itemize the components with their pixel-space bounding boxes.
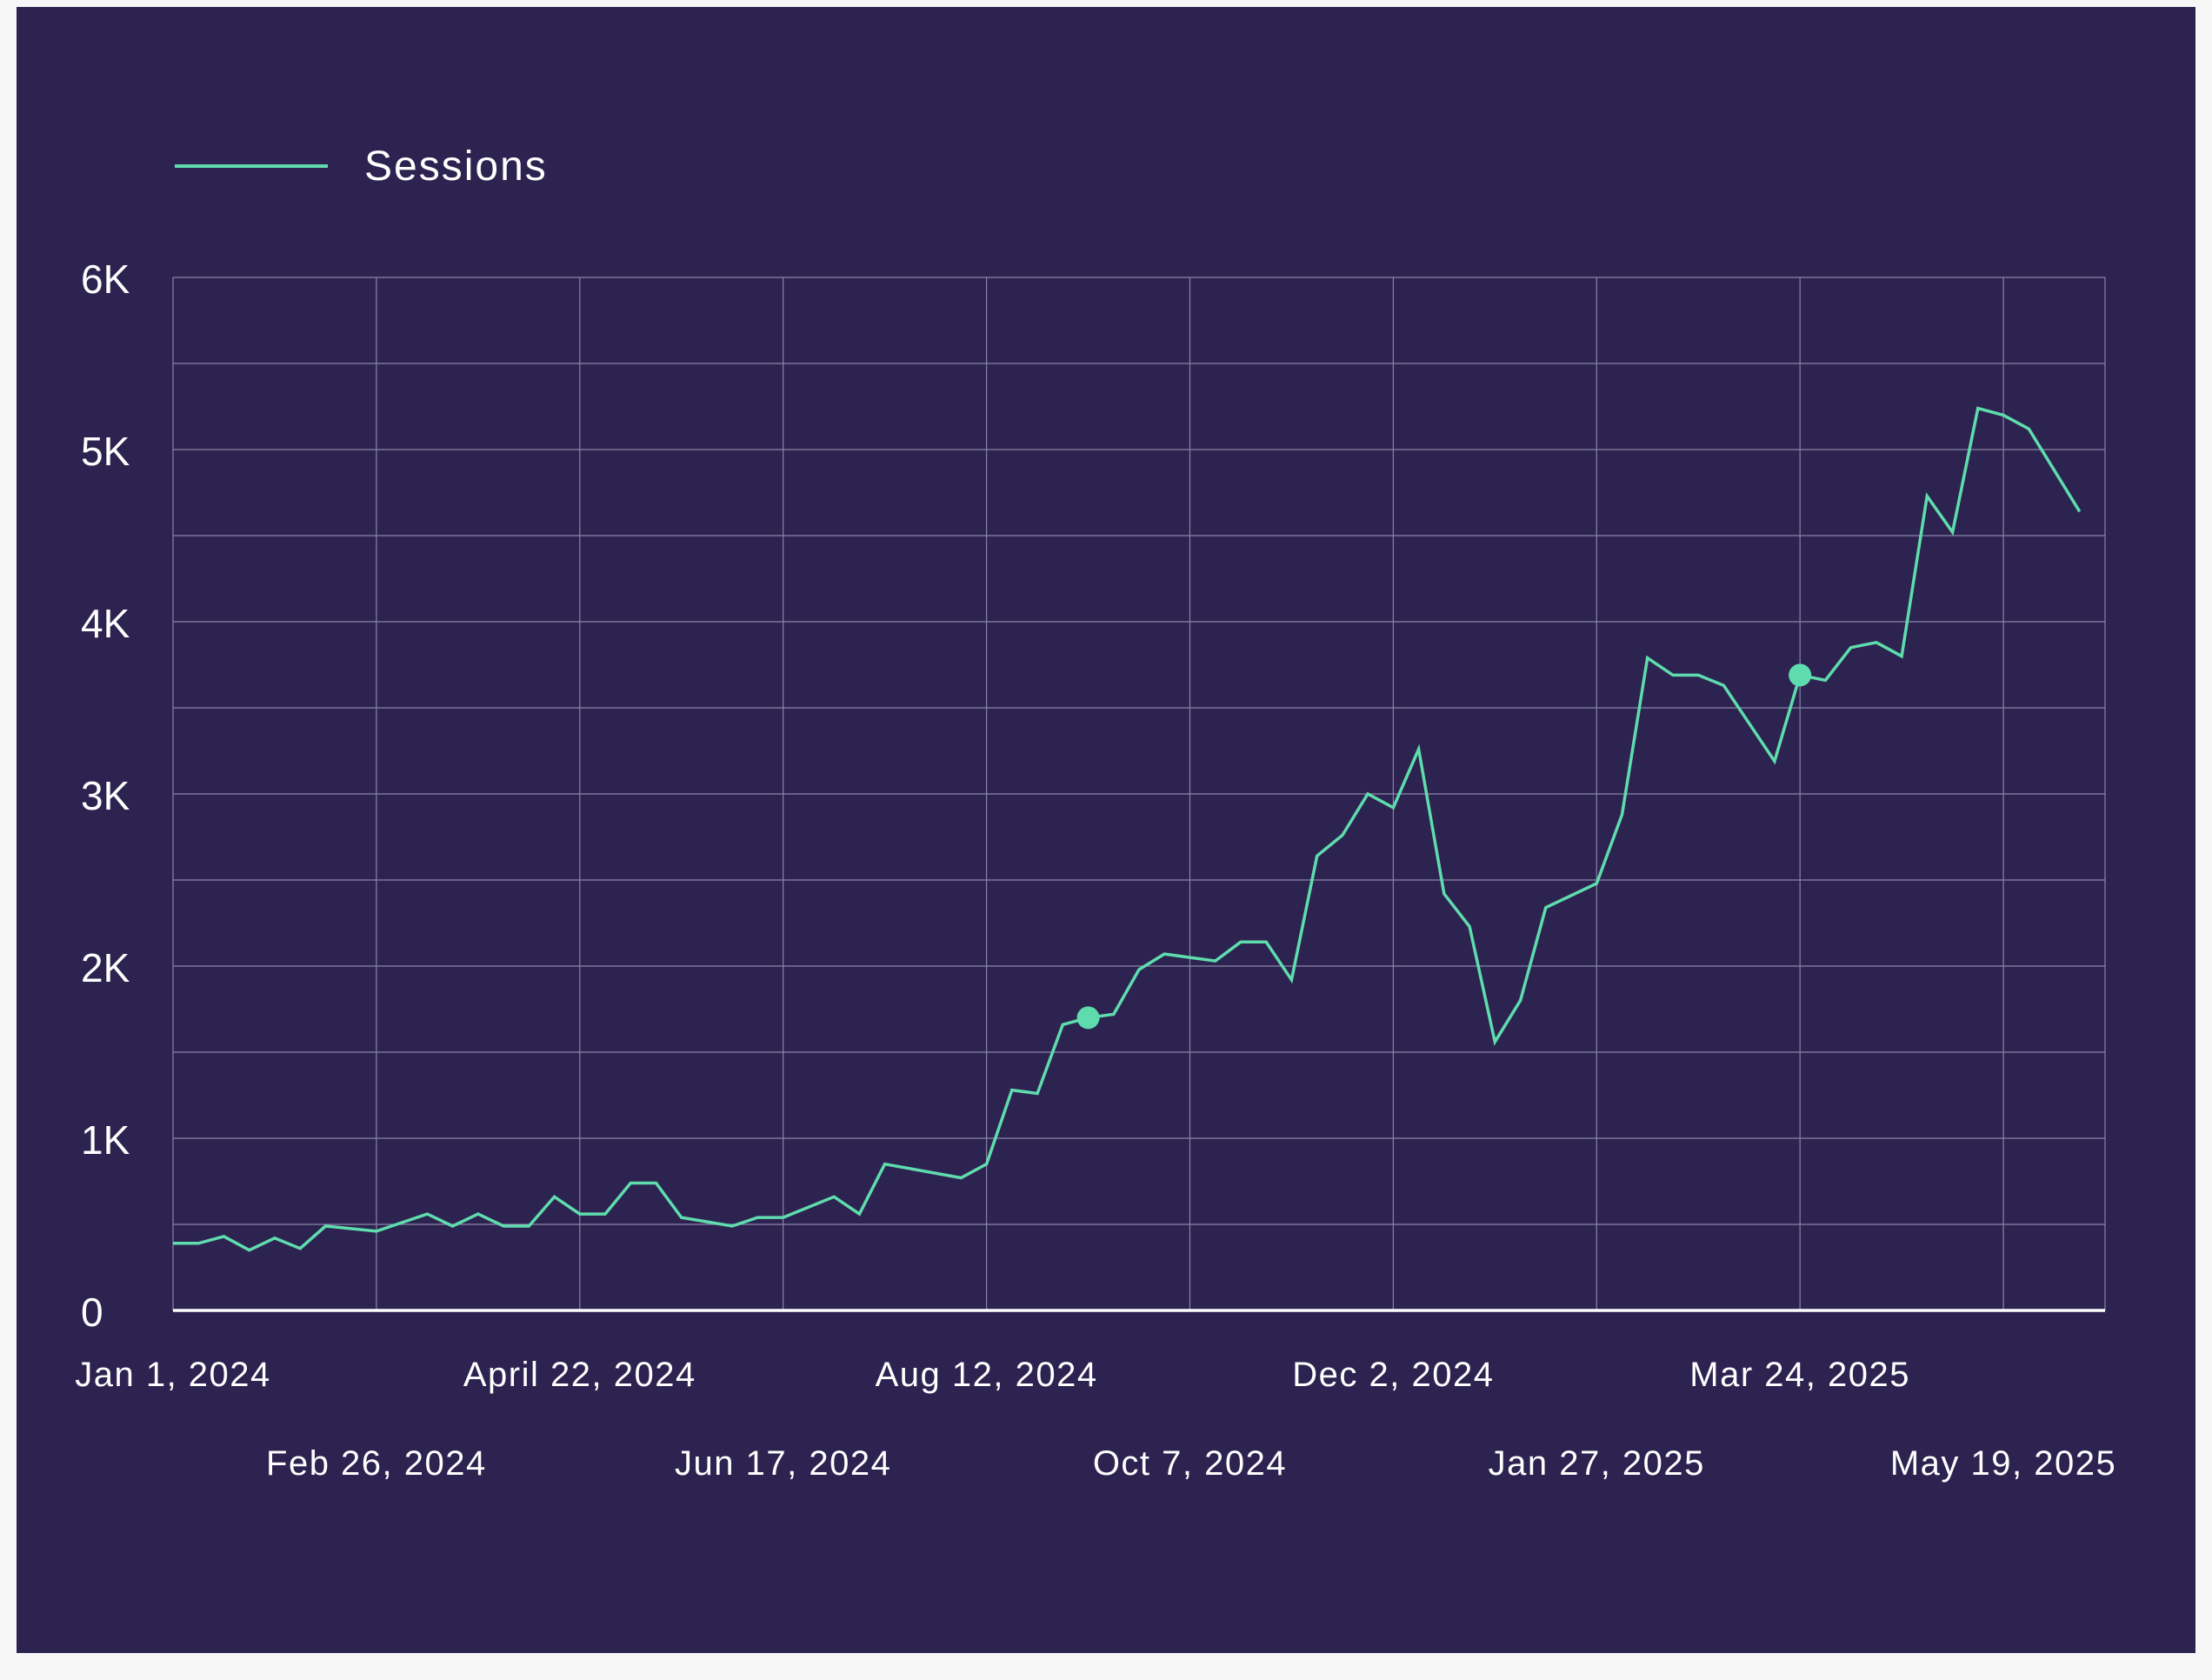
x-tick-label: Jun 17, 2024 (675, 1444, 891, 1483)
y-tick-label: 2K (81, 945, 130, 990)
legend: Sessions (175, 143, 548, 190)
x-tick-label: Aug 12, 2024 (876, 1356, 1098, 1394)
x-tick-label: Jan 1, 2024 (75, 1356, 271, 1394)
y-tick-label: 4K (81, 601, 130, 646)
x-tick-label: April 22, 2024 (463, 1356, 696, 1394)
chart-card: 0 1K 2K 3K 4K 5K 6K Jan 1, 2024 Feb 26, 2024 Apri… (17, 7, 2195, 1653)
sessions-line-chart: 0 1K 2K 3K 4K 5K 6K Jan 1, 2024 Feb 26, 2024 Apri… (75, 143, 2116, 1483)
series-line-sessions (173, 406, 2082, 1252)
y-tick-label: 5K (81, 429, 130, 474)
grid (172, 277, 2106, 1310)
x-tick-label: Mar 24, 2025 (1689, 1356, 1910, 1394)
tick-labels: 0 1K 2K 3K 4K 5K 6K Jan 1, 2024 Feb 26, 2024 Apri… (75, 257, 2116, 1483)
y-tick-label: 3K (81, 773, 130, 818)
x-tick-label: Feb 26, 2024 (266, 1444, 487, 1483)
x-tick-label: Oct 7, 2024 (1093, 1444, 1287, 1483)
highlight-points (1076, 663, 1812, 1030)
series-lines (173, 406, 2082, 1252)
x-tick-label: Dec 2, 2024 (1292, 1356, 1494, 1394)
data-point[interactable] (1789, 663, 1812, 687)
y-tick-label: 1K (81, 1117, 130, 1163)
y-tick-label: 0 (81, 1290, 103, 1335)
data-point[interactable] (1076, 1006, 1100, 1030)
x-tick-label: May 19, 2025 (1890, 1444, 2116, 1483)
x-tick-label: Jan 27, 2025 (1489, 1444, 1705, 1483)
legend-label: Sessions (364, 143, 548, 190)
y-tick-label: 6K (81, 257, 130, 302)
